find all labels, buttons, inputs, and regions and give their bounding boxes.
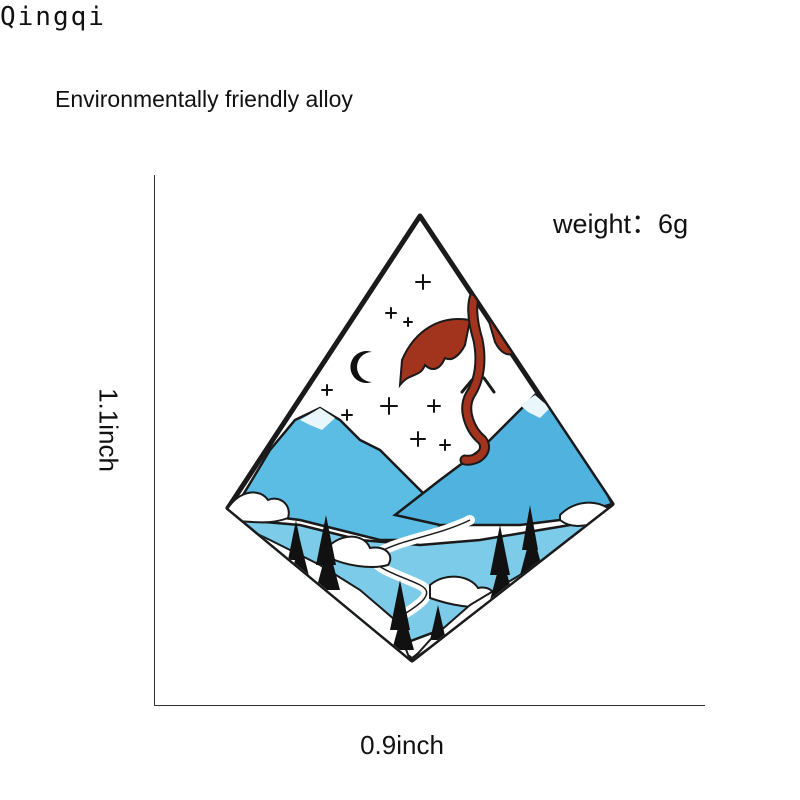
mountain-right bbox=[392, 393, 612, 527]
width-dimension-label: 0.9inch bbox=[2, 730, 800, 761]
moon-icon bbox=[350, 350, 372, 383]
width-value: 0.9inch bbox=[360, 730, 444, 760]
mist-lower bbox=[429, 575, 496, 608]
star-icons bbox=[321, 274, 451, 451]
valley bbox=[238, 518, 612, 647]
river bbox=[369, 515, 475, 655]
weight-label: weight：6g bbox=[553, 209, 689, 239]
brand-logo-text: Qingqi bbox=[0, 2, 106, 32]
pine-trees-right bbox=[430, 505, 544, 640]
height-dimension-line bbox=[154, 175, 155, 706]
material-caption: Environmentally friendly alloy bbox=[55, 86, 353, 112]
mist-center bbox=[329, 535, 392, 568]
mist-right bbox=[559, 501, 610, 527]
height-dimension-label: 1.1inch bbox=[93, 388, 124, 472]
width-dimension-line bbox=[154, 705, 705, 706]
pine-trees-left bbox=[288, 515, 414, 650]
pin-body bbox=[225, 213, 615, 663]
pin-scene bbox=[228, 274, 612, 660]
dragon-figure bbox=[398, 278, 562, 466]
mist-left bbox=[228, 491, 290, 524]
mountain-left bbox=[238, 406, 452, 542]
foreground-right bbox=[411, 519, 612, 660]
foreground-left bbox=[228, 518, 412, 660]
